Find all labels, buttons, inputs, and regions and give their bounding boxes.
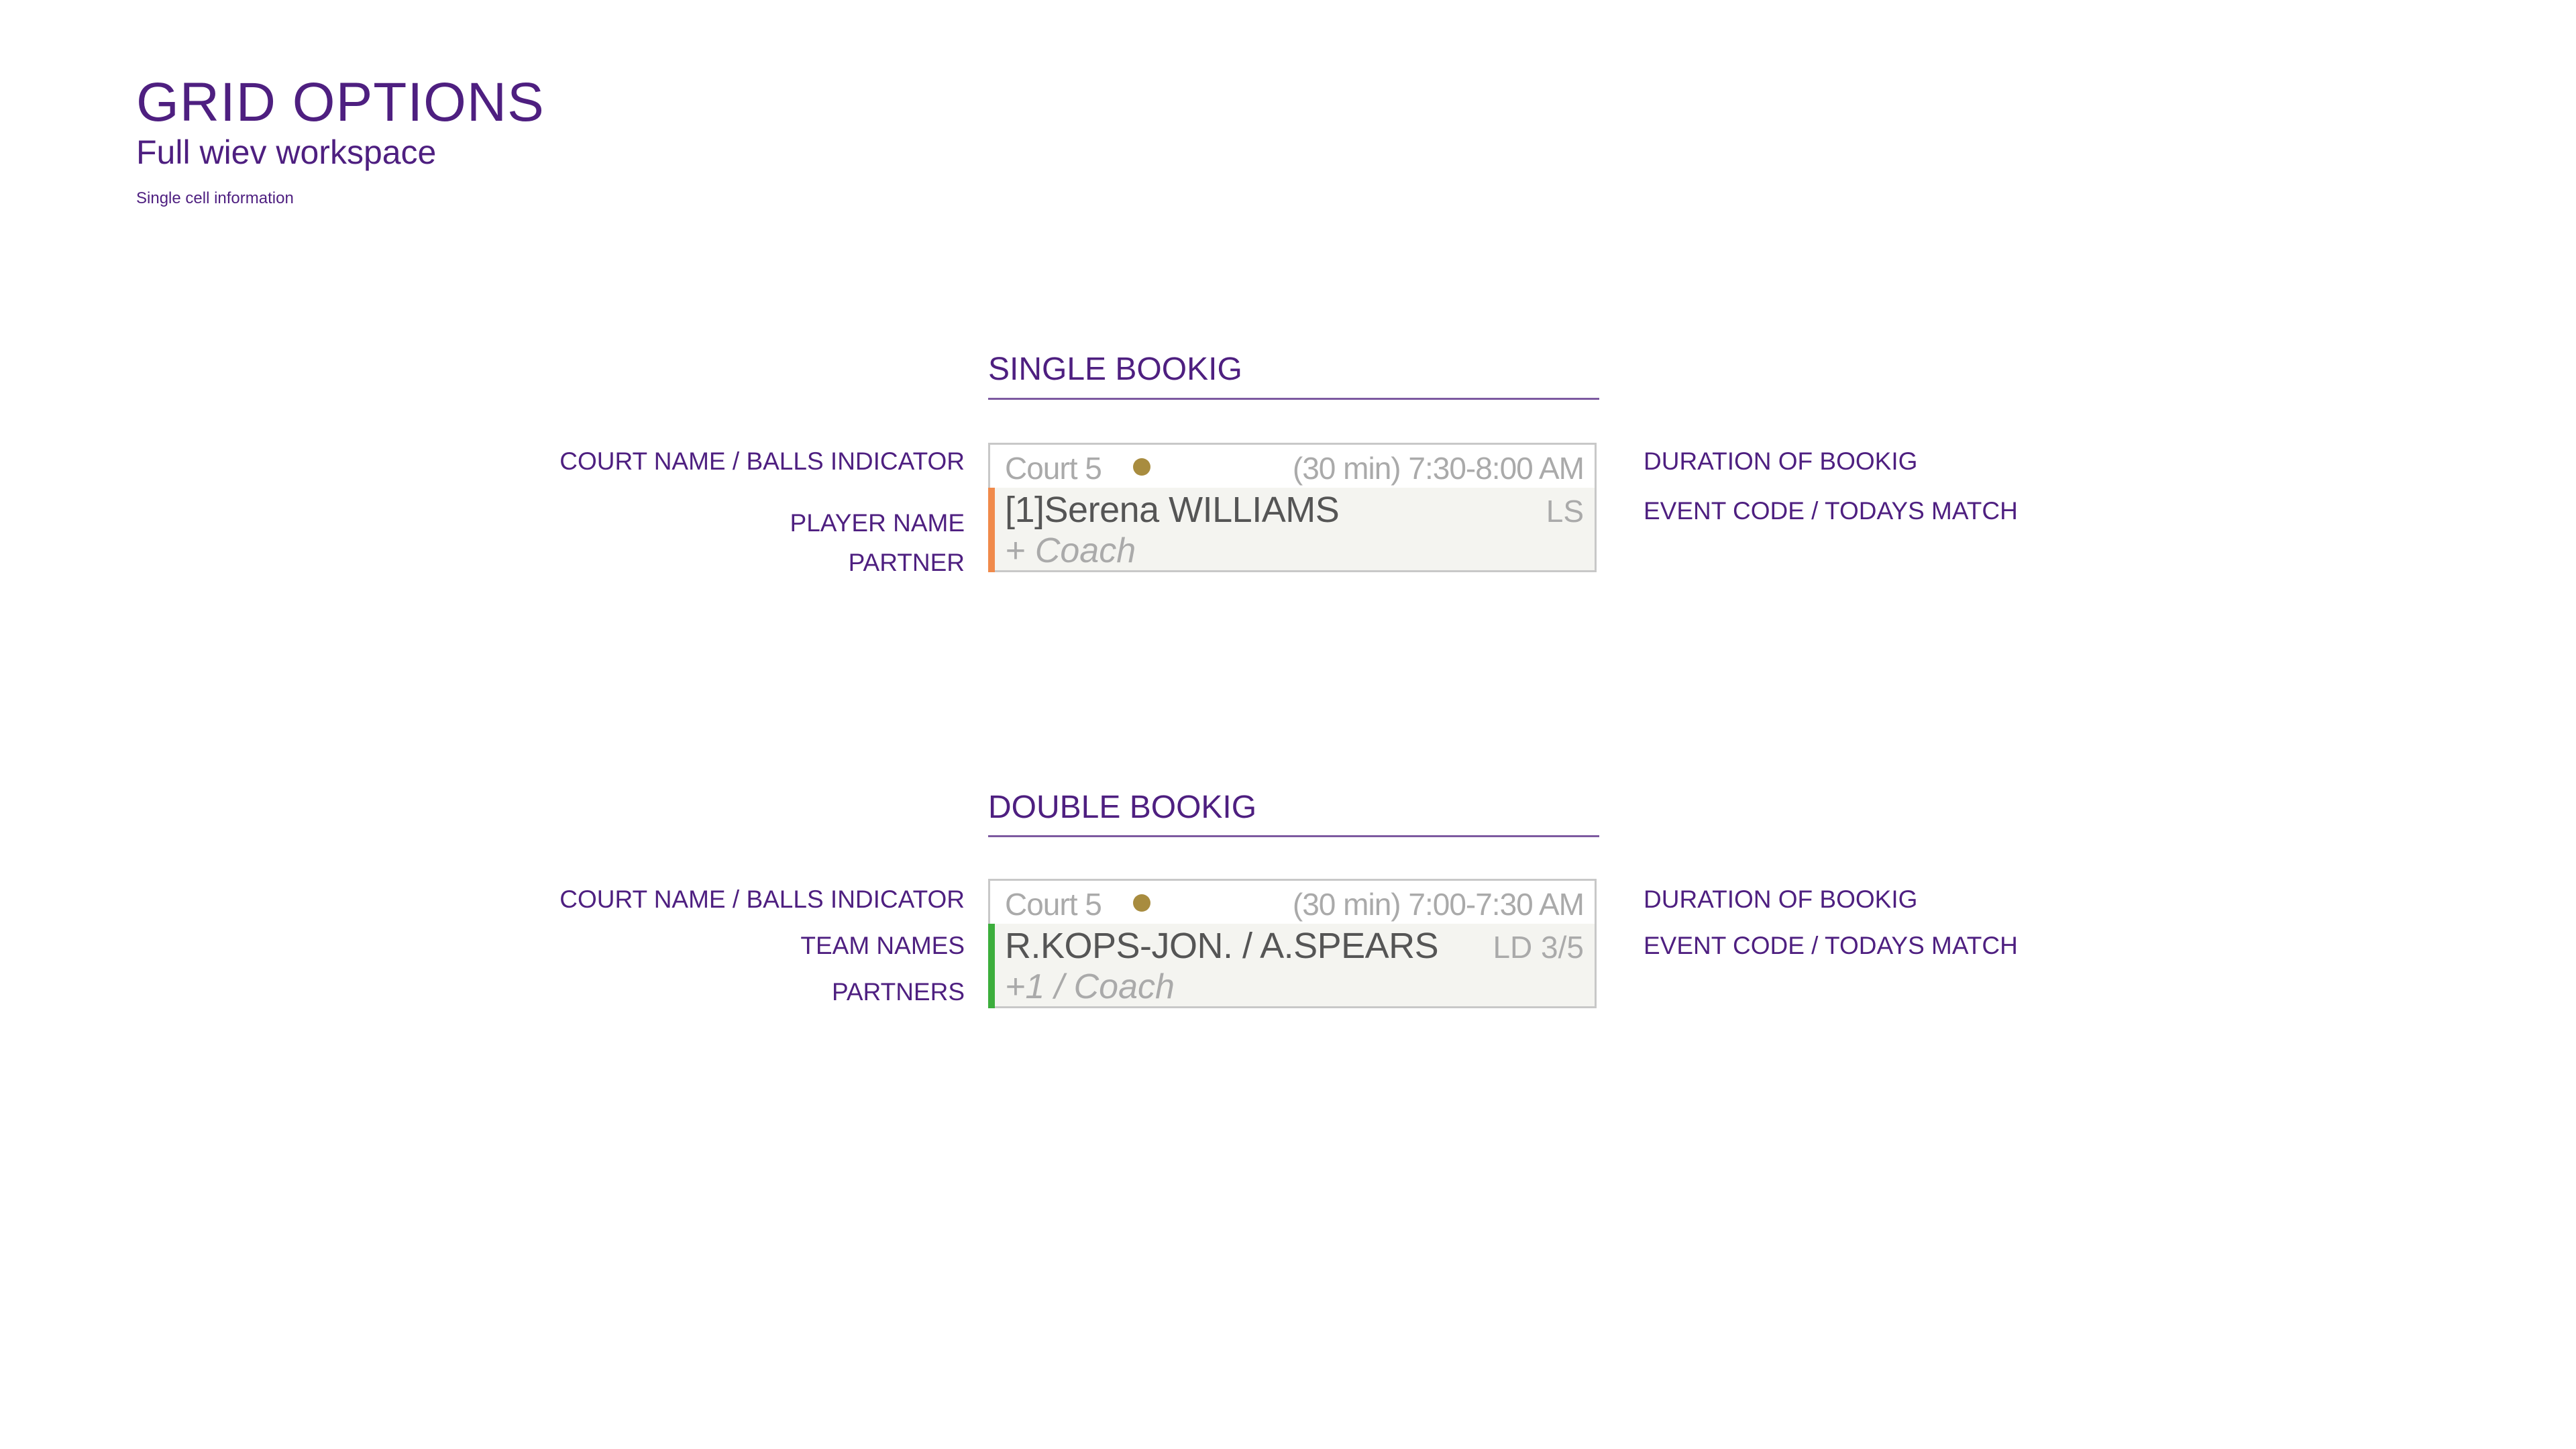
label-player-name: PLAYER NAME	[790, 509, 965, 537]
label-court-name: COURT NAME / BALLS INDICATOR	[559, 447, 965, 475]
team-names: R.KOPS-JON. / A.SPEARS	[1005, 926, 1439, 966]
balls-indicator-dot-icon	[1133, 894, 1150, 912]
event-code: LD 3/5	[1493, 930, 1584, 965]
cell-header: Court 5 (30 min) 7:00-7:30 AM	[990, 881, 1595, 924]
double-heading-divider	[988, 835, 1599, 837]
page-title: GRID OPTIONS	[136, 72, 545, 133]
booking-type-bar	[988, 924, 995, 1008]
player-name: [1]Serena WILLIAMS	[1005, 490, 1340, 530]
cell-body: [1]Serena WILLIAMS LS + Coach	[990, 488, 1595, 570]
double-booking-heading: DOUBLE BOOKIG	[988, 790, 1257, 825]
cell-header: Court 5 (30 min) 7:30-8:00 AM	[990, 445, 1595, 488]
label-duration: DURATION OF BOOKIG	[1644, 447, 1918, 475]
label-event-code: EVENT CODE / TODAYS MATCH	[1644, 932, 2018, 959]
partners: +1 / Coach	[1005, 967, 1175, 1006]
single-booking-heading: SINGLE BOOKIG	[988, 352, 1242, 387]
event-code: LS	[1546, 494, 1584, 529]
court-name: Court 5	[1005, 451, 1102, 486]
label-duration: DURATION OF BOOKIG	[1644, 885, 1918, 913]
booking-duration: (30 min) 7:00-7:30 AM	[1292, 887, 1585, 922]
label-partner: PARTNER	[848, 549, 965, 576]
label-partners: PARTNERS	[831, 978, 965, 1006]
single-booking-cell[interactable]: Court 5 (30 min) 7:30-8:00 AM [1]Serena …	[988, 443, 1597, 572]
single-heading-divider	[988, 398, 1599, 400]
label-event-code: EVENT CODE / TODAYS MATCH	[1644, 497, 2018, 525]
page-subtitle: Full wiev workspace	[136, 133, 437, 171]
double-booking-cell[interactable]: Court 5 (30 min) 7:00-7:30 AM R.KOPS-JON…	[988, 879, 1597, 1008]
cell-body: R.KOPS-JON. / A.SPEARS LD 3/5 +1 / Coach	[990, 924, 1595, 1006]
label-court-name: COURT NAME / BALLS INDICATOR	[559, 885, 965, 913]
booking-duration: (30 min) 7:30-8:00 AM	[1292, 451, 1585, 486]
court-name: Court 5	[1005, 887, 1102, 922]
booking-type-bar	[988, 488, 995, 572]
label-team-names: TEAM NAMES	[800, 932, 965, 959]
page-note: Single cell information	[136, 189, 294, 207]
balls-indicator-dot-icon	[1133, 458, 1150, 476]
partner-name: + Coach	[1005, 531, 1136, 570]
